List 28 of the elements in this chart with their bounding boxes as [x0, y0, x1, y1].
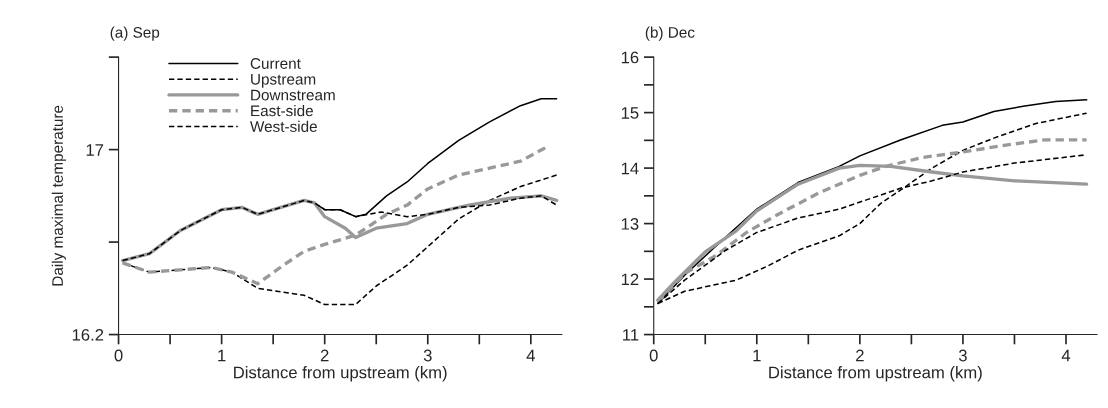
x-tick-label: 1: [218, 349, 226, 362]
legend-label: East-side: [251, 104, 313, 117]
x-tick-label: 0: [649, 349, 658, 362]
x-tick-label: 4: [526, 349, 535, 362]
y-tick-label: 16: [621, 51, 639, 64]
chart-title: (b) Dec: [645, 26, 695, 41]
legend-label: Downstream: [251, 89, 335, 101]
y-tick-label: 13: [621, 217, 639, 230]
x-tick-label: 0: [114, 349, 123, 362]
chart-title: (a) Sep: [110, 26, 160, 41]
legend-label: Current: [250, 58, 301, 69]
legend-label: West-side: [250, 120, 317, 132]
y-axis-title: Daily maximal temperature: [51, 105, 66, 286]
x-tick-label: 3: [958, 349, 967, 362]
x-tick-label: 2: [856, 349, 864, 362]
y-tick-label: 16.2: [72, 328, 104, 341]
y-tick-label: 12: [621, 273, 639, 286]
y-tick-label: 11: [623, 329, 639, 341]
y-tick-label: 14: [621, 162, 639, 175]
x-axis-title: Distance from upstream (km): [769, 366, 982, 382]
x-axis-title: Distance from upstream (km): [234, 366, 447, 382]
x-tick-label: 3: [423, 349, 432, 362]
legend-label: Upstream: [251, 74, 316, 88]
y-tick-label: 15: [621, 107, 639, 119]
x-tick-label: 1: [753, 349, 761, 362]
x-tick-label: 4: [1061, 349, 1071, 362]
y-tick-label: 17: [86, 144, 104, 156]
x-tick-label: 2: [320, 349, 329, 362]
